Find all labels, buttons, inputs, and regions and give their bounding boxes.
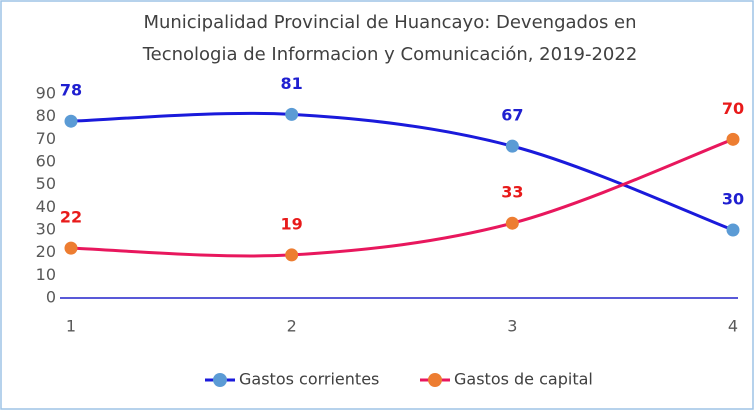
series-line (70, 111, 734, 232)
data-label: 30 (722, 190, 744, 209)
y-tick-label: 20 (36, 242, 56, 261)
y-tick-label: 0 (46, 288, 56, 307)
data-label: 81 (281, 74, 303, 93)
x-tick-label: 4 (728, 317, 738, 336)
y-tick-label: 40 (36, 197, 56, 216)
data-point (505, 216, 519, 230)
data-point (726, 223, 740, 237)
data-point (285, 107, 299, 121)
x-tick-label: 1 (66, 317, 76, 336)
chart-title: Municipalidad Provincial de Huancayo: De… (143, 12, 636, 33)
y-tick-label: 90 (36, 84, 56, 103)
x-tick-label: 2 (287, 317, 297, 336)
data-point (505, 139, 519, 153)
y-tick-label: 50 (36, 174, 56, 193)
data-label: 22 (60, 208, 82, 227)
data-label: 67 (501, 106, 523, 125)
y-tick-label: 70 (36, 129, 56, 148)
y-tick-label: 10 (36, 265, 56, 284)
data-label: 78 (60, 81, 82, 100)
series-line (70, 137, 734, 258)
data-label: 70 (722, 99, 744, 118)
data-label: 33 (501, 183, 523, 202)
data-label: 19 (281, 214, 303, 233)
data-point (64, 114, 78, 128)
x-tick-label: 3 (507, 317, 517, 336)
data-point (285, 248, 299, 262)
data-point (726, 132, 740, 146)
y-tick-label: 60 (36, 152, 56, 171)
y-tick-label: 30 (36, 220, 56, 239)
legend-label: Gastos corrientes (239, 370, 379, 389)
data-point (64, 241, 78, 255)
legend-label: Gastos de capital (454, 370, 593, 389)
y-tick-label: 80 (36, 106, 56, 125)
chart-title: Tecnologia de Informacion y Comunicación… (142, 44, 638, 65)
legend-marker (213, 373, 227, 387)
legend-marker (428, 373, 442, 387)
